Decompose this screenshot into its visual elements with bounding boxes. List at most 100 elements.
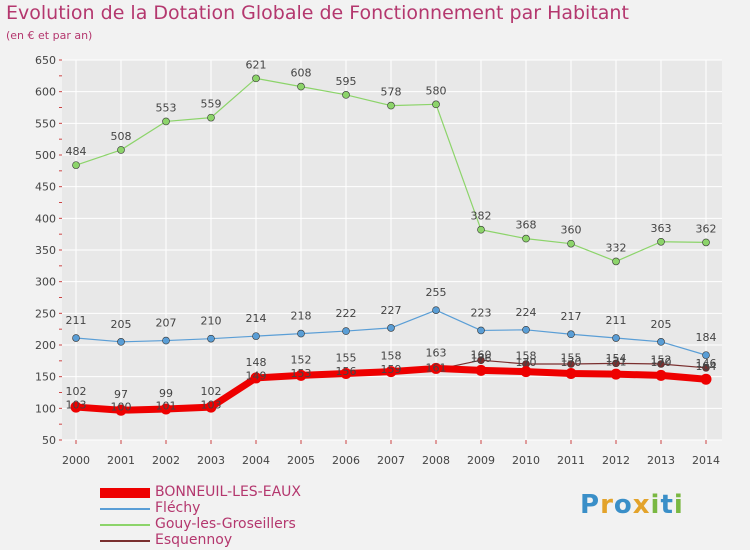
data-label-esquennoy: 164 <box>696 360 717 373</box>
data-point-gouy <box>117 146 125 154</box>
data-label-esquennoy: 100 <box>111 400 132 413</box>
data-label-esquennoy: 170 <box>561 356 582 369</box>
data-label-gouy: 368 <box>516 219 537 232</box>
legend-label-bonneuil: BONNEUIL-LES-EAUX <box>155 484 301 500</box>
legend-swatch-flechy <box>100 508 150 510</box>
data-label-gouy: 553 <box>156 101 177 114</box>
data-label-esquennoy: 103 <box>201 398 222 411</box>
y-tick-label: 350 <box>35 244 56 257</box>
data-point-bonneuil <box>385 366 397 378</box>
legend-swatch-esquennoy <box>100 540 150 542</box>
y-tick-label: 450 <box>35 181 56 194</box>
legend-swatch-gouy <box>100 524 150 526</box>
y-tick-label: 200 <box>35 339 56 352</box>
y-tick-label: 100 <box>35 402 56 415</box>
data-label-flechy: 207 <box>156 317 177 330</box>
data-label-gouy: 332 <box>606 241 627 254</box>
data-point-gouy <box>477 225 485 234</box>
data-point-gouy <box>612 257 620 266</box>
data-point-flechy <box>72 334 80 342</box>
data-label-gouy: 362 <box>696 222 717 235</box>
y-tick-label: 550 <box>35 117 56 130</box>
data-point-esquennoy <box>702 363 710 372</box>
data-label-esquennoy: 149 <box>246 369 267 382</box>
data-point-gouy <box>522 234 530 243</box>
data-point-gouy <box>657 237 665 246</box>
data-label-bonneuil: 152 <box>651 353 672 366</box>
data-label-flechy: 184 <box>696 331 717 344</box>
data-point-flechy <box>612 334 620 342</box>
y-tick-label: 300 <box>35 276 56 289</box>
data-label-flechy: 227 <box>381 304 402 317</box>
x-tick-label: 2001 <box>107 454 135 467</box>
data-label-gouy: 360 <box>561 224 582 237</box>
x-tick-label: 2005 <box>287 454 315 467</box>
data-point-flechy <box>162 336 170 345</box>
y-tick-label: 250 <box>35 307 56 320</box>
data-label-flechy: 218 <box>291 310 312 323</box>
legend-swatch-bonneuil <box>100 488 150 498</box>
data-point-flechy <box>702 351 710 359</box>
x-tick-label: 2014 <box>692 454 720 467</box>
data-label-gouy: 595 <box>336 75 357 88</box>
data-label-flechy: 211 <box>606 314 627 327</box>
x-tick-label: 2013 <box>647 454 675 467</box>
data-label-esquennoy: 170 <box>516 356 537 369</box>
data-point-flechy <box>432 306 440 314</box>
data-point-bonneuil <box>610 368 622 380</box>
data-label-esquennoy: 101 <box>156 400 177 413</box>
data-label-bonneuil: 102 <box>201 385 222 398</box>
data-point-flechy <box>342 327 350 335</box>
data-point-gouy <box>252 74 260 83</box>
data-label-esquennoy: 171 <box>606 355 627 368</box>
x-tick-label: 2006 <box>332 454 360 467</box>
data-label-flechy: 255 <box>426 286 447 299</box>
data-point-flechy <box>117 338 125 346</box>
data-label-gouy: 508 <box>111 130 132 143</box>
x-tick-label: 2003 <box>197 454 225 467</box>
data-point-flechy <box>387 324 395 332</box>
data-label-gouy: 580 <box>426 84 447 97</box>
data-label-flechy: 217 <box>561 310 582 323</box>
x-tick-label: 2011 <box>557 454 585 467</box>
data-point-bonneuil <box>250 372 262 384</box>
legend-label-flechy: Fléchy <box>155 500 201 516</box>
x-tick-label: 2002 <box>152 454 180 467</box>
legend-label-gouy: Gouy-les-Groseillers <box>155 516 296 532</box>
x-tick-label: 2000 <box>62 454 90 467</box>
data-point-bonneuil <box>70 401 82 413</box>
data-point-gouy <box>432 100 440 109</box>
data-point-bonneuil <box>475 364 487 376</box>
x-tick-label: 2012 <box>602 454 630 467</box>
y-tick-label: 400 <box>35 212 56 225</box>
data-point-gouy <box>297 82 305 91</box>
data-point-flechy <box>522 325 530 334</box>
data-label-flechy: 211 <box>66 314 87 327</box>
data-point-gouy <box>702 238 710 247</box>
data-point-flechy <box>657 338 665 346</box>
data-label-gouy: 382 <box>471 210 492 223</box>
y-tick-label: 600 <box>35 86 56 99</box>
data-label-flechy: 205 <box>111 318 132 331</box>
y-tick-label: 50 <box>42 434 56 447</box>
data-label-gouy: 608 <box>291 67 312 80</box>
data-label-esquennoy: 161 <box>426 362 447 375</box>
data-point-bonneuil <box>160 403 172 415</box>
data-label-bonneuil: 155 <box>561 352 582 365</box>
legend-label-esquennoy: Esquennoy <box>155 532 233 548</box>
data-label-esquennoy: 153 <box>291 367 312 380</box>
data-label-flechy: 210 <box>201 315 222 328</box>
x-tick-label: 2004 <box>242 454 270 467</box>
data-label-bonneuil: 146 <box>696 357 717 370</box>
data-label-bonneuil: 155 <box>336 352 357 365</box>
data-label-bonneuil: 154 <box>606 352 627 365</box>
proxiti-logo: Proxiti <box>580 490 684 520</box>
data-point-bonneuil <box>115 404 127 416</box>
data-point-bonneuil <box>655 369 667 381</box>
data-label-bonneuil: 99 <box>159 387 173 400</box>
data-label-esquennoy: 170 <box>651 356 672 369</box>
x-tick-label: 2008 <box>422 454 450 467</box>
data-label-bonneuil: 158 <box>516 350 537 363</box>
data-label-esquennoy: 103 <box>66 398 87 411</box>
